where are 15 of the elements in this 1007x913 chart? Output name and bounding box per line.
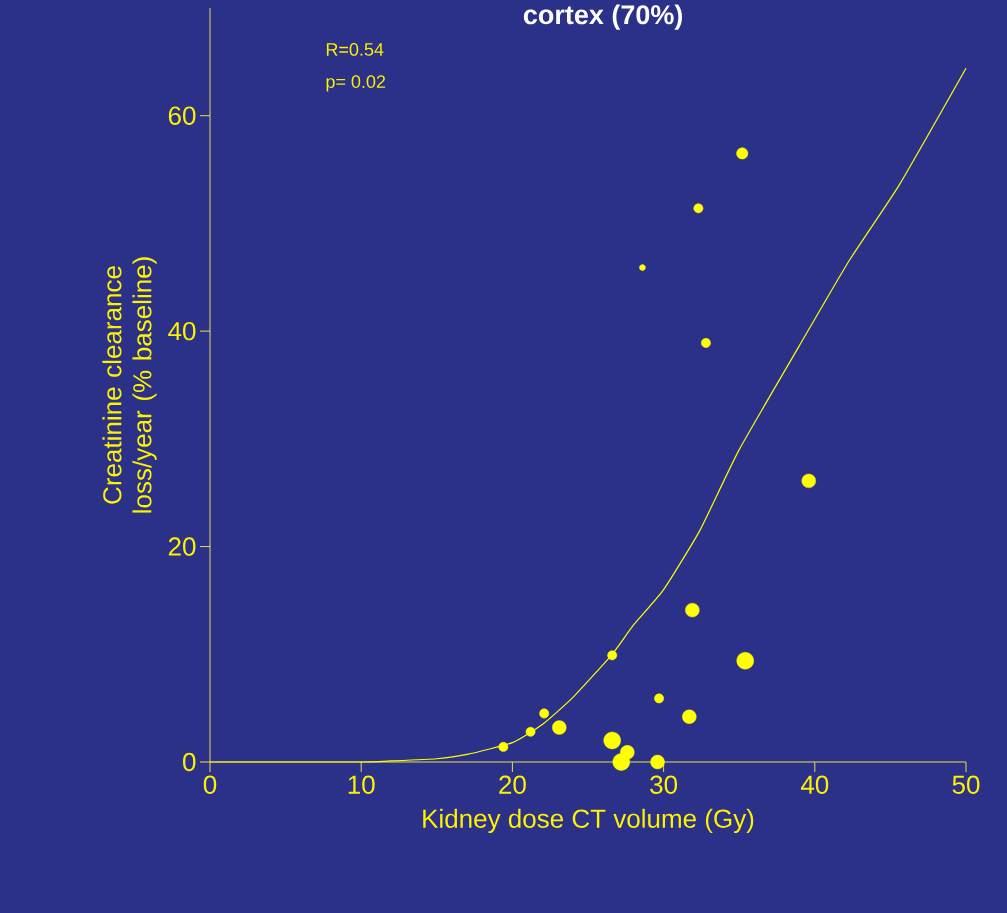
- x-tick-label: 50: [952, 775, 980, 794]
- x-tick-label: 40: [800, 775, 829, 794]
- y-tick-label: 20: [168, 537, 196, 556]
- x-axis-title: Kidney dose CT volume (Gy): [423, 808, 754, 834]
- y-tick-label: 60: [168, 106, 196, 125]
- x-tick-label: 30: [650, 775, 678, 794]
- x-tick-label: 10: [348, 775, 375, 794]
- y-tick-label: 40: [168, 321, 196, 341]
- x-tick-label: 20: [499, 775, 526, 794]
- chart-title: cortex (70%): [523, 4, 683, 30]
- y-tick-label: 0: [183, 752, 196, 772]
- x-tick-label: 0: [203, 775, 217, 794]
- annotation: p= 0.02: [326, 75, 386, 92]
- y-axis-title: Creatinine clearance loss/year (% baseline): [102, 257, 157, 513]
- annotation: R=0.54: [326, 43, 384, 56]
